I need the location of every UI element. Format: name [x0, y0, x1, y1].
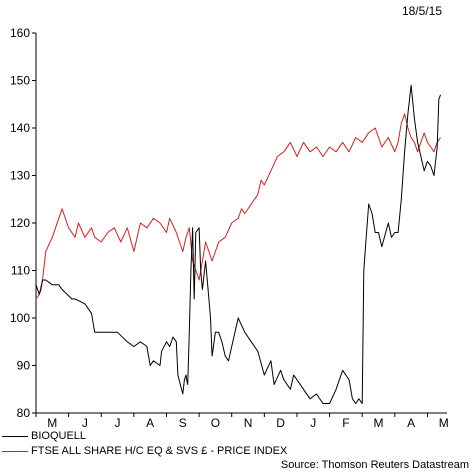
x-tick-label: N: [244, 416, 253, 430]
y-tick-label: 100: [10, 311, 30, 325]
chart-area: 80 90 100 110 120 130 140 150 160 M J J A S O N D J F M A M: [10, 26, 449, 430]
x-tick-label: J: [310, 416, 316, 430]
x-tick-label: S: [179, 416, 187, 430]
y-tick-label: 150: [10, 74, 30, 88]
y-tick-label: 90: [17, 359, 31, 373]
series-line-ftse: [35, 113, 441, 300]
x-tick-label: M: [47, 416, 57, 430]
legend-label-ftse: FTSE ALL SHARE H/C EQ & SVS £ - PRICE IN…: [31, 445, 288, 457]
y-tick-label: 110: [11, 264, 30, 278]
x-tick-label: J: [82, 416, 88, 430]
x-tick-label: A: [146, 416, 154, 430]
x-tick-label: M: [439, 416, 449, 430]
legend-label-bioquell: BIOQUELL: [31, 430, 87, 442]
legend-swatch-bioquell: [2, 435, 28, 437]
legend-item-ftse: FTSE ALL SHARE H/C EQ & SVS £ - PRICE IN…: [2, 445, 287, 457]
x-tick-label: A: [407, 416, 415, 430]
y-tick-label: 80: [17, 406, 31, 420]
date-label: 18/5/15: [401, 4, 442, 18]
source-note: Source: Thomson Reuters Datastream: [280, 459, 469, 471]
x-tick-label: M: [374, 416, 384, 430]
y-tick-label: 160: [10, 26, 30, 40]
y-tick-label: 130: [10, 169, 30, 183]
x-tick-label: O: [211, 416, 220, 430]
y-axis: 80 90 100 110 120 130 140 150 160: [10, 26, 37, 420]
x-tick-label: F: [342, 416, 349, 430]
legend-item-bioquell: BIOQUELL: [2, 430, 86, 442]
y-tick-label: 140: [10, 121, 30, 135]
y-tick-label: 120: [10, 216, 30, 230]
series-layer: [35, 84, 441, 404]
series-line-bioquell: [35, 84, 441, 404]
x-tick-label: J: [115, 416, 121, 430]
legend-swatch-ftse: [2, 450, 28, 452]
x-tick-label: D: [276, 416, 285, 430]
